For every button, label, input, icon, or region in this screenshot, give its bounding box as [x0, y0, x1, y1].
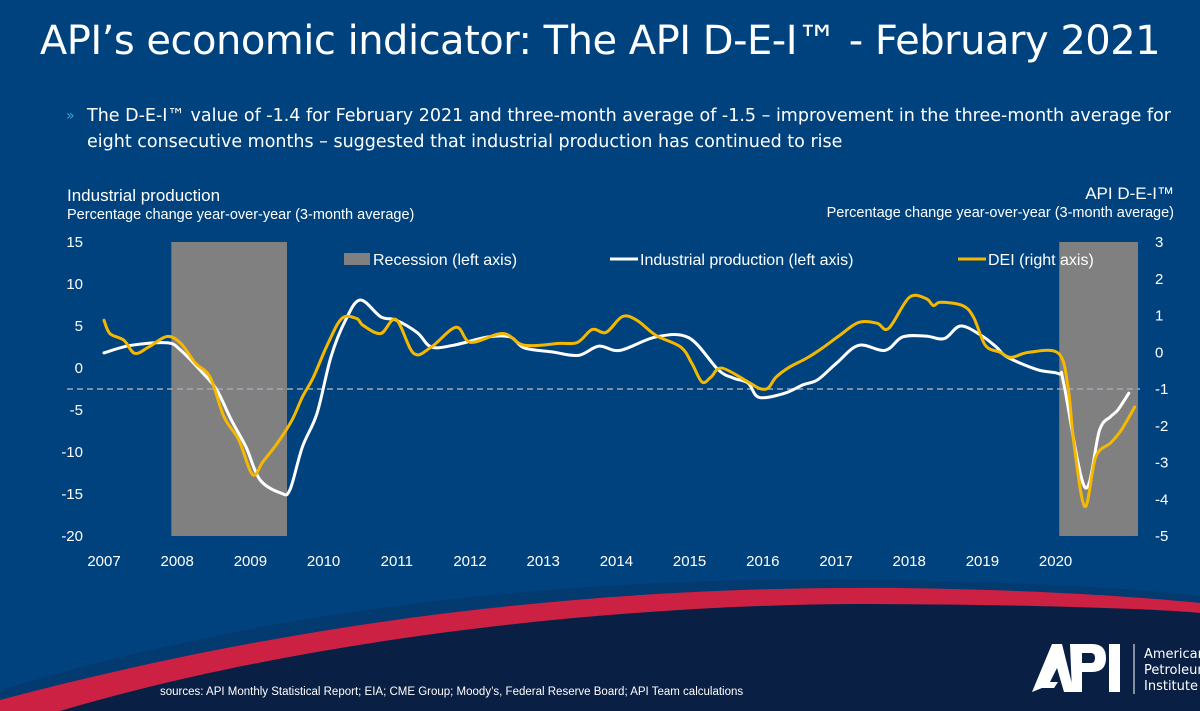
right-axis-tick-label: -1	[1155, 381, 1168, 398]
x-axis-tick-label: 2014	[600, 553, 633, 570]
bullet-point: » The D-E-I™ value of -1.4 for February …	[66, 103, 1186, 155]
logo-text-line-3: Institute	[1144, 679, 1198, 694]
left-axis-tick-label: 15	[66, 234, 83, 251]
x-axis-tick-label: 2013	[527, 553, 560, 570]
left-axis-tick-label: 5	[75, 318, 83, 335]
footer-navy	[60, 604, 1200, 711]
legend-label-industrial-production: Industrial production (left axis)	[640, 252, 853, 269]
x-axis-tick-label: 2010	[307, 553, 340, 570]
legend-swatch-recession	[344, 253, 370, 265]
left-axis-tick-label: 0	[75, 360, 83, 377]
x-axis-tick-label: 2019	[966, 553, 999, 570]
right-axis-tick-label: -5	[1155, 528, 1168, 545]
x-axis-tick-label: 2020	[1039, 553, 1072, 570]
left-axis-subtitle: Percentage change year-over-year (3-mont…	[67, 207, 415, 223]
sources-note: sources: API Monthly Statistical Report;…	[160, 686, 744, 698]
x-axis-tick-label: 2016	[746, 553, 779, 570]
x-axis-tick-label: 2011	[381, 553, 413, 570]
right-axis-tick-label: -4	[1155, 491, 1168, 508]
x-axis-tick-label: 2015	[673, 553, 706, 570]
left-axis-tick-label: -15	[61, 486, 83, 503]
recession-bands	[171, 242, 1138, 536]
logo-text-line-2: Petroleum	[1144, 663, 1200, 678]
bullet-text: The D-E-I™ value of -1.4 for February 20…	[87, 106, 1171, 152]
x-axis-tick-label: 2008	[161, 553, 194, 570]
right-axis-subtitle: Percentage change year-over-year (3-mont…	[826, 205, 1174, 221]
left-axis-tick-label: -5	[70, 402, 83, 419]
legend-label-recession: Recession (left axis)	[373, 252, 517, 269]
left-axis-tick-label: -10	[61, 444, 83, 461]
swoosh-shadow	[0, 579, 1200, 700]
api-logo: American Petroleum Institute	[1032, 644, 1200, 694]
right-axis-tick-label: 1	[1155, 308, 1163, 325]
x-axis-tick-label: 2012	[453, 553, 486, 570]
x-axis-ticks: 2007 2008 2009 2010 2011 2012 2013 2014 2015 2016…	[87, 553, 1072, 570]
api-logo-mark	[1032, 644, 1120, 692]
x-axis-tick-label: 2018	[893, 553, 926, 570]
dei-line	[102, 293, 1137, 509]
right-axis-title: API D-E-I™	[1085, 184, 1174, 203]
right-axis-tick-label: -3	[1155, 455, 1168, 472]
x-axis-tick-label: 2017	[819, 553, 852, 570]
x-axis-tick-label: 2009	[234, 553, 267, 570]
right-axis-tick-label: 2	[1155, 271, 1163, 288]
series-lines	[102, 293, 1137, 509]
x-axis-tick-label: 2007	[87, 553, 120, 570]
chevron-right-icon: »	[66, 108, 75, 124]
right-axis-ticks: 3 2 1 0 -1 -2 -3 -4 -5	[1155, 234, 1168, 545]
logo-text-line-1: American	[1144, 647, 1200, 662]
legend-label-dei: DEI (right axis)	[988, 252, 1094, 269]
right-axis-tick-label: 0	[1155, 344, 1163, 361]
right-axis-tick-label: 3	[1155, 234, 1163, 251]
left-axis-tick-label: 10	[66, 276, 83, 293]
industrial-production-line	[102, 298, 1131, 497]
legend: Recession (left axis) Industrial product…	[344, 252, 1094, 269]
left-axis-title: Industrial production	[67, 186, 221, 205]
left-axis-ticks: 15 10 5 0 -5 -10 -15 -20	[61, 234, 83, 545]
right-axis-tick-label: -2	[1155, 418, 1168, 435]
slide-title: API’s economic indicator: The API D-E-I™…	[39, 18, 1161, 64]
left-axis-tick-label: -20	[61, 528, 83, 545]
